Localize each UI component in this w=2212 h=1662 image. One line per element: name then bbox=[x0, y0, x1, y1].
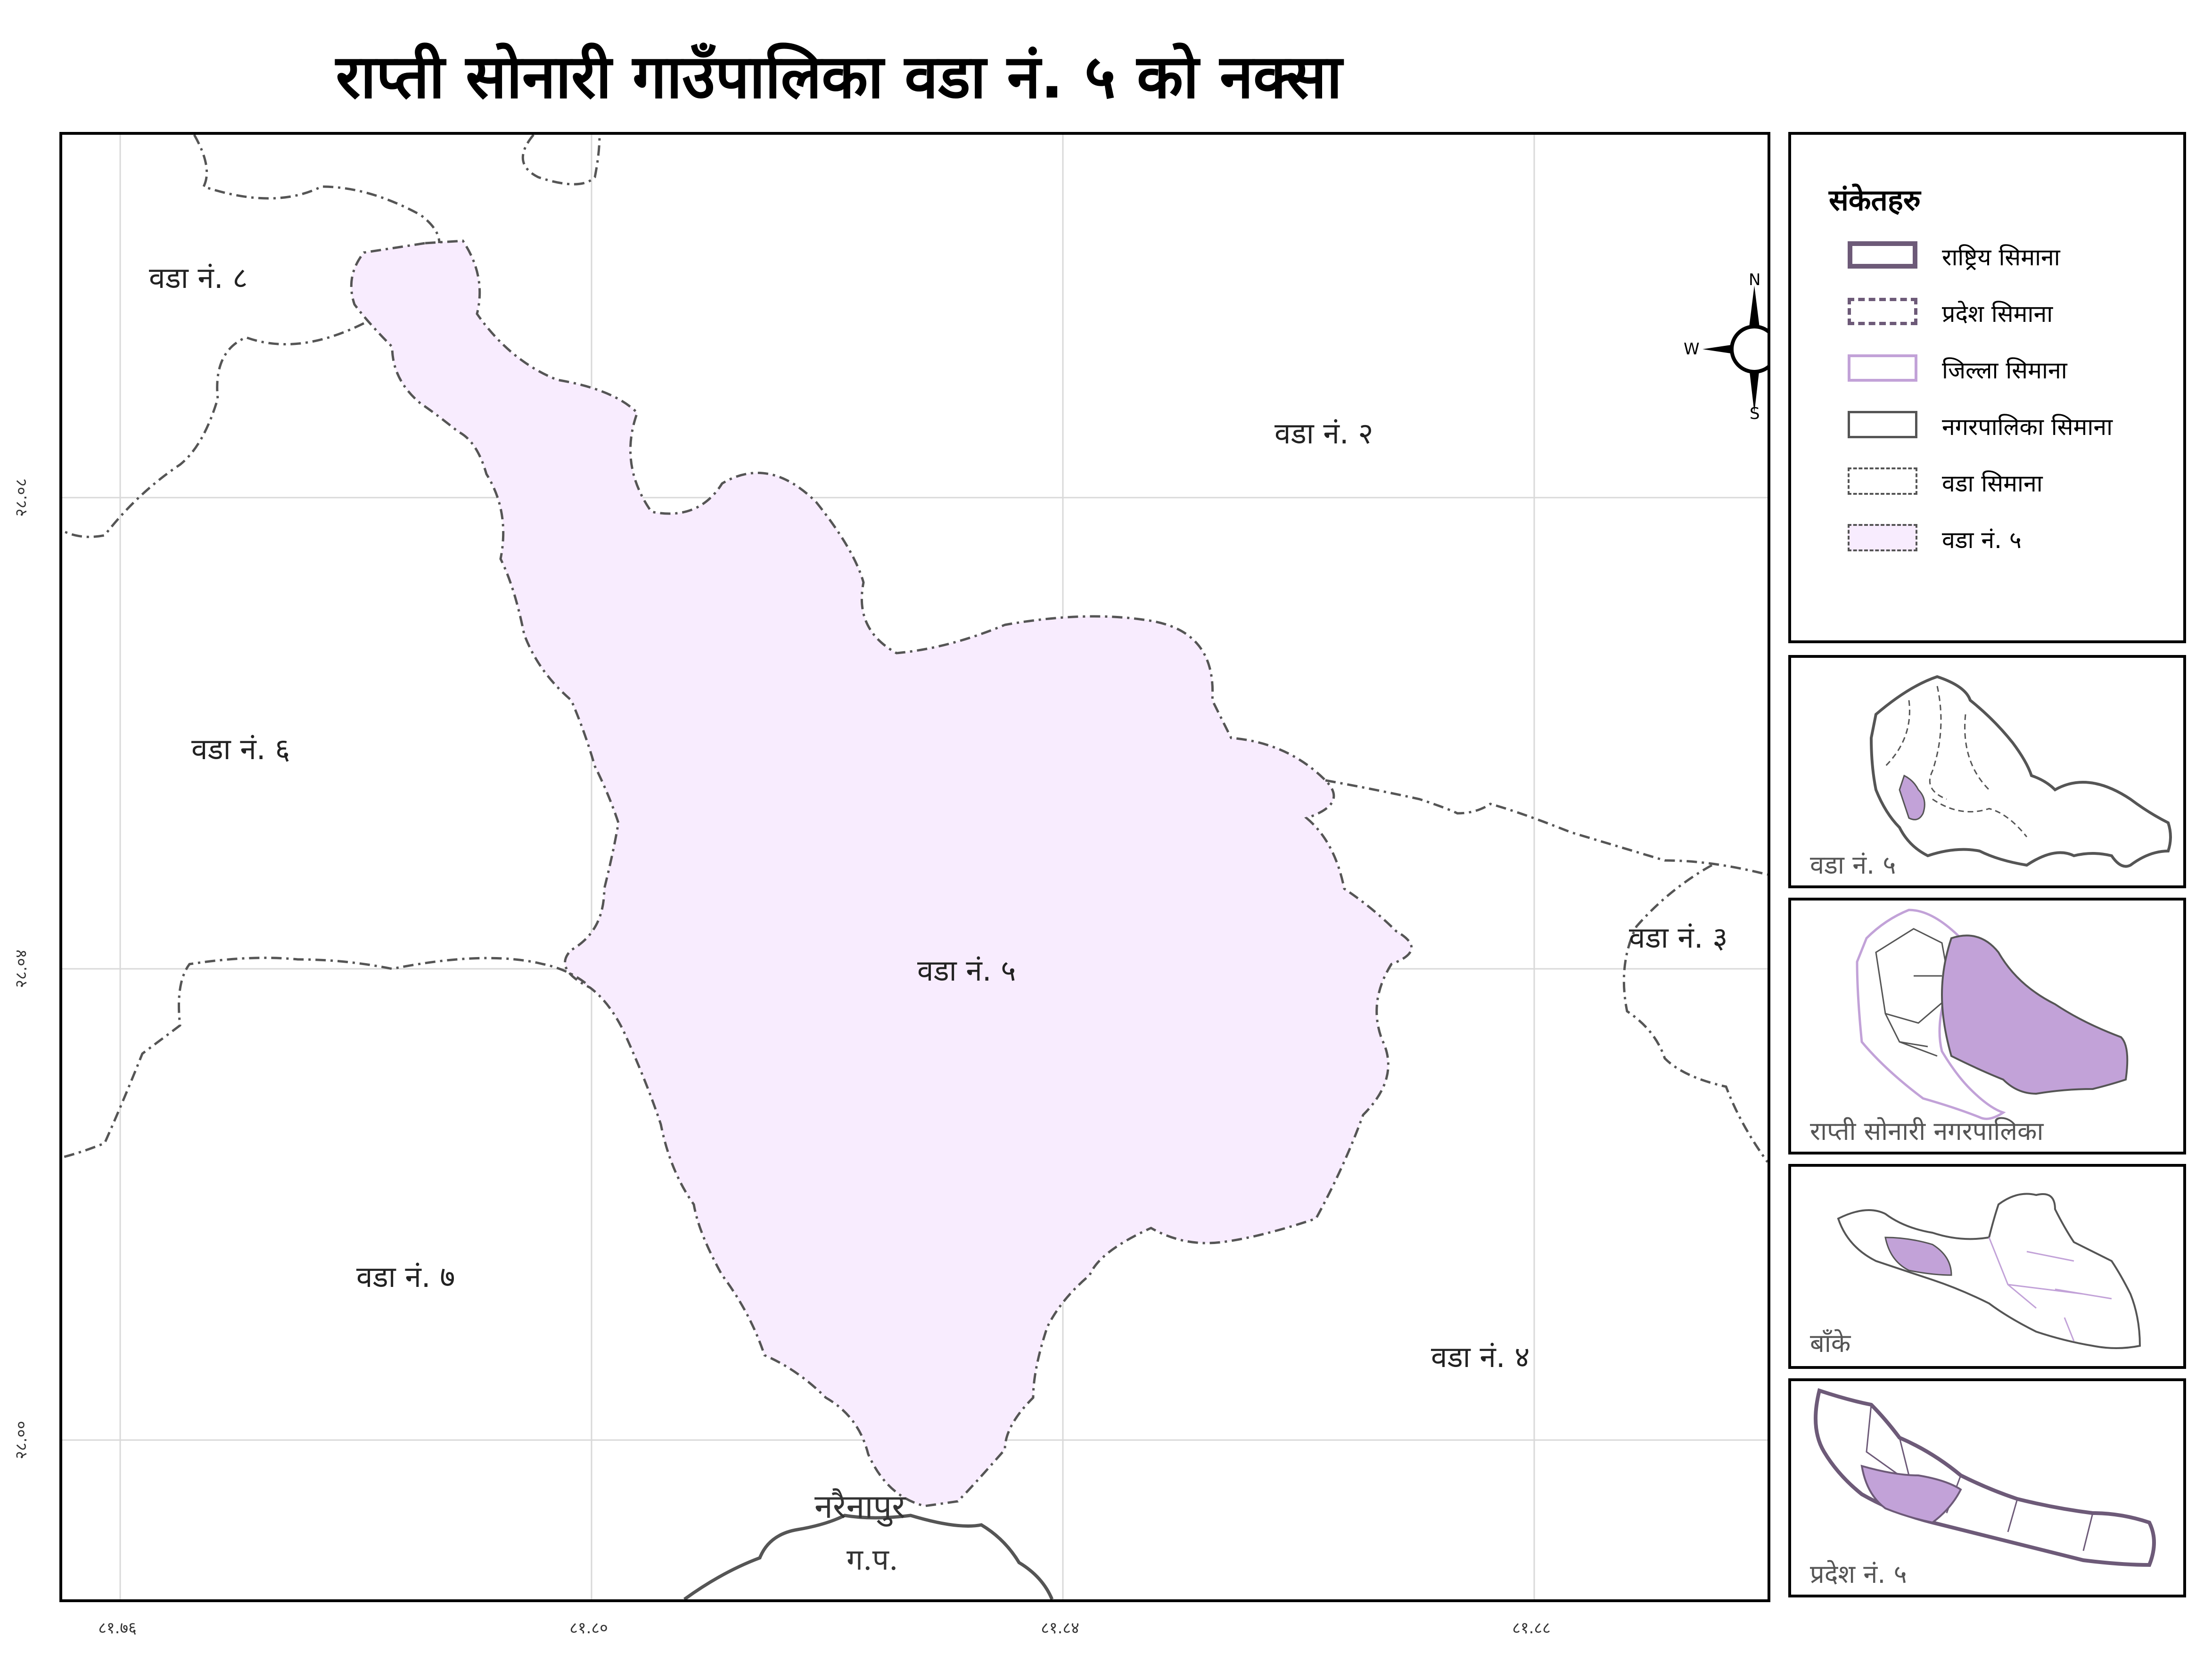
compass-n: N bbox=[1749, 270, 1761, 289]
inset-municipality-label: राप्ती सोनारी नगरपालिका bbox=[1810, 1116, 2044, 1146]
ward-8-label: वडा नं. ८ bbox=[149, 261, 248, 295]
inset-ward-svg bbox=[1869, 675, 2172, 868]
ward-3-label: वडा नं. ३ bbox=[1629, 920, 1728, 955]
legend-label-district: जिल्ला सिमाना bbox=[1942, 357, 2067, 384]
inset-province-location[interactable]: प्रदेश नं. ५ bbox=[1788, 1378, 2186, 1597]
legend-label-ward: वडा सिमाना bbox=[1942, 470, 2043, 497]
x-tick-8176: ८१.७६ bbox=[98, 1619, 137, 1637]
ward-6-label: वडा नं. ६ bbox=[191, 732, 290, 766]
inset-province-svg bbox=[1814, 1388, 2156, 1567]
ward-2-label: वडा नं. २ bbox=[1275, 416, 1373, 450]
compass-rose-icon bbox=[1702, 286, 1768, 413]
ward-boundaries bbox=[62, 135, 1768, 1163]
legend-label-ward5: वडा नं. ५ bbox=[1942, 526, 2022, 554]
y-tick-2804: २८.०४ bbox=[12, 950, 31, 988]
inset-district-location[interactable]: बाँके bbox=[1788, 1164, 2186, 1369]
x-tick-8184: ८१.८४ bbox=[1041, 1619, 1079, 1637]
inset-province-label: प्रदेश नं. ५ bbox=[1810, 1559, 1907, 1589]
main-map-svg bbox=[62, 135, 1768, 1599]
x-tick-8180: ८१.८० bbox=[569, 1619, 608, 1637]
ward-boundary-swatch-icon bbox=[1848, 467, 1917, 495]
y-tick-2808: २८.०८ bbox=[12, 478, 31, 517]
legend-title: संकेतहरु bbox=[1829, 183, 1921, 217]
y-tick-2800: २८.०० bbox=[12, 1421, 31, 1459]
north-arrow: N S W E bbox=[1684, 270, 1768, 423]
inset-district-svg bbox=[1837, 1193, 2141, 1349]
national-boundary-swatch-icon bbox=[1848, 241, 1917, 269]
neighbor-municipality-type: ग.प. bbox=[847, 1542, 898, 1577]
compass-s: S bbox=[1750, 404, 1760, 423]
municipality-boundary-swatch-icon bbox=[1848, 411, 1917, 438]
ward-7-label: वडा नं. ७ bbox=[356, 1260, 455, 1294]
inset-municipality-svg bbox=[1856, 909, 2129, 1120]
x-tick-8188: ८१.८८ bbox=[1512, 1619, 1551, 1637]
inset-ward-location[interactable]: वडा नं. ५ bbox=[1788, 655, 2186, 888]
inset-district-label: बाँके bbox=[1810, 1328, 1851, 1358]
compass-w: W bbox=[1684, 340, 1700, 359]
municipality-boundary-south bbox=[683, 1514, 1054, 1599]
map-title: राप्ती सोनारी गाउँपालिका वडा नं. ५ को नक… bbox=[336, 42, 1342, 112]
ward-5-area[interactable] bbox=[350, 239, 1413, 1507]
main-map-frame[interactable]: वडा नं. ८ वडा नं. २ वडा नं. ६ वडा नं. ५ … bbox=[59, 132, 1770, 1602]
legend-panel: संकेतहरु राष्ट्रिय सिमाना प्रदेश सिमाना … bbox=[1788, 132, 2186, 643]
ward-4-label: वडा नं. ४ bbox=[1431, 1340, 1530, 1374]
ward-5-label: वडा नं. ५ bbox=[917, 953, 1016, 988]
ward5-swatch-icon bbox=[1848, 524, 1917, 551]
neighbor-municipality-name: नरैनापुर bbox=[814, 1487, 905, 1526]
district-boundary-swatch-icon bbox=[1848, 354, 1917, 382]
legend-label-province: प्रदेश सिमाना bbox=[1942, 300, 2053, 327]
legend-label-national: राष्ट्रिय सिमाना bbox=[1942, 244, 2060, 271]
inset-ward-label: वडा नं. ५ bbox=[1810, 850, 1896, 880]
inset-municipality-location[interactable]: राप्ती सोनारी नगरपालिका bbox=[1788, 898, 2186, 1154]
province-boundary-swatch-icon bbox=[1848, 298, 1917, 325]
legend-label-municipality: नगरपालिका सिमाना bbox=[1942, 413, 2113, 441]
